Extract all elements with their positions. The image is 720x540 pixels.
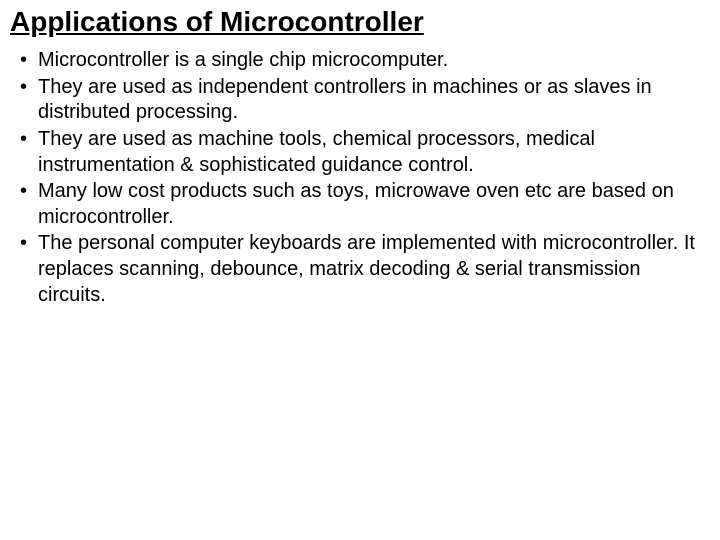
bullet-item: They are used as machine tools, chemical… <box>10 127 710 178</box>
bullet-item: They are used as independent controllers… <box>10 75 710 126</box>
bullet-item: Microcontroller is a single chip microco… <box>10 48 710 74</box>
slide-title: Applications of Microcontroller <box>10 6 710 38</box>
bullet-item: The personal computer keyboards are impl… <box>10 231 710 308</box>
bullet-item: Many low cost products such as toys, mic… <box>10 179 710 230</box>
slide: Applications of Microcontroller Microcon… <box>0 0 720 540</box>
bullet-list: Microcontroller is a single chip microco… <box>10 48 710 308</box>
